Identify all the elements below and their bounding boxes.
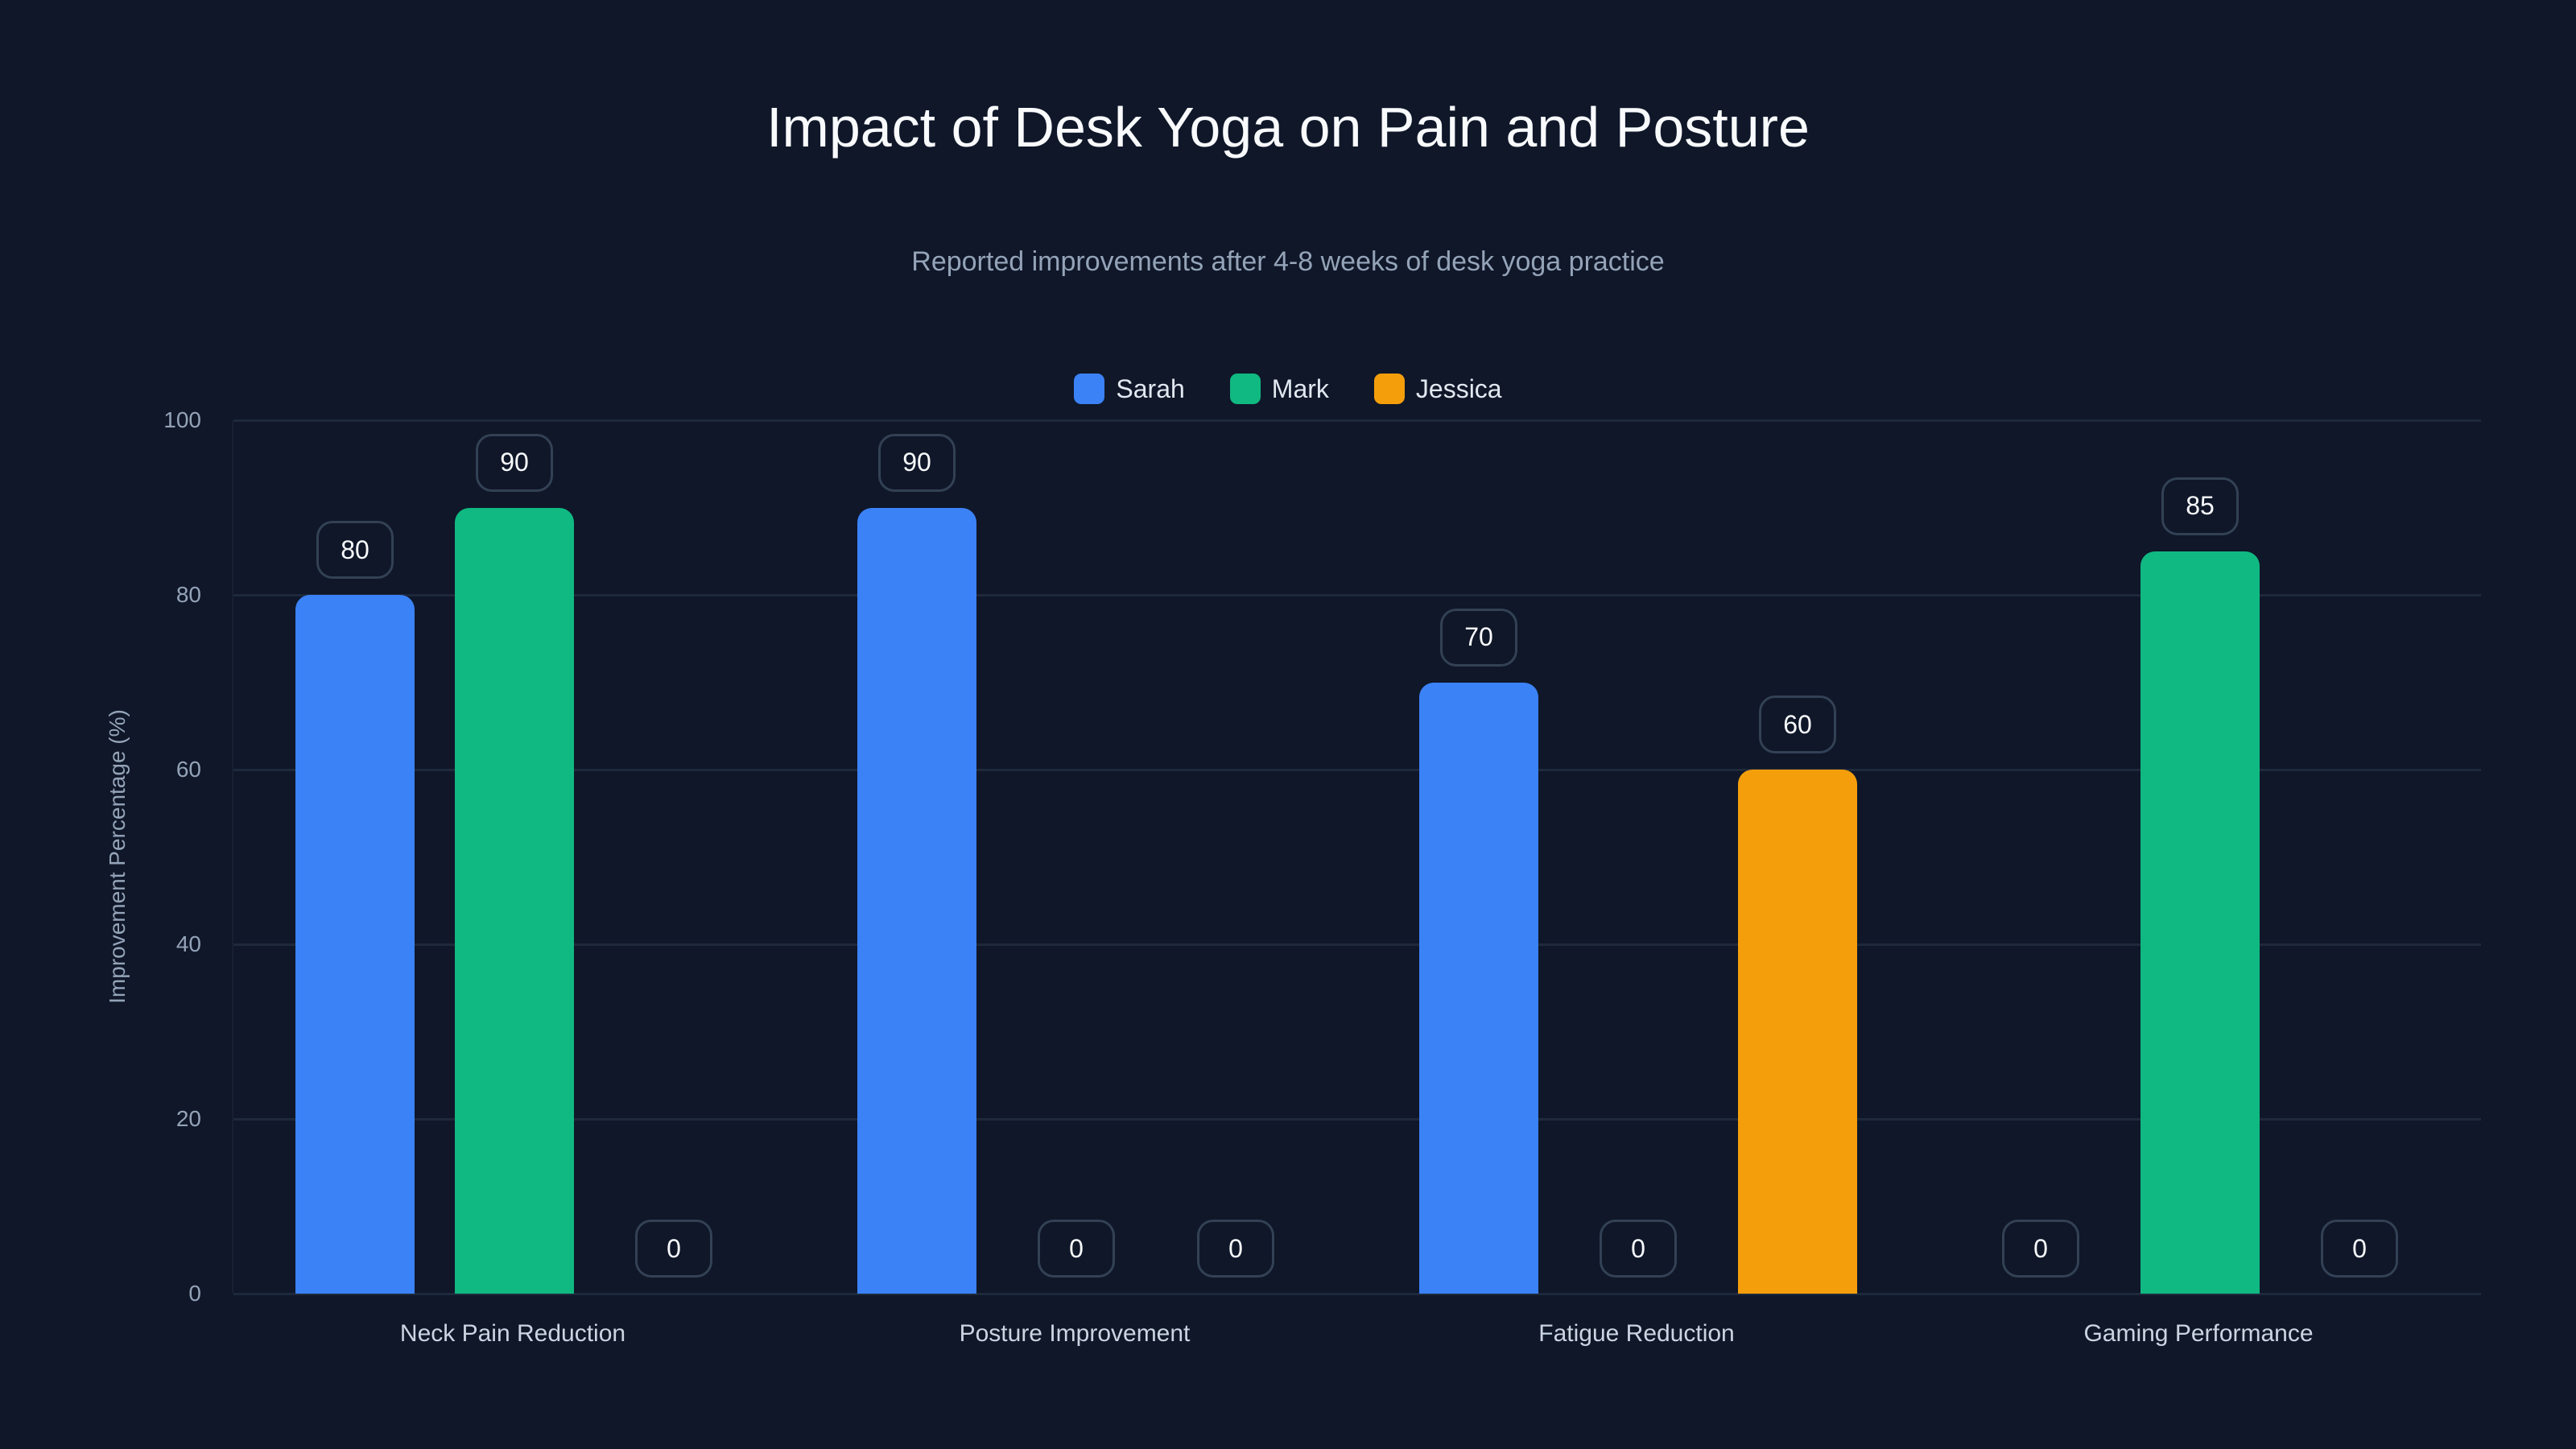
y-tick: 100 — [163, 407, 201, 432]
legend-label: Mark — [1271, 374, 1329, 403]
bar-mark[interactable] — [2140, 551, 2260, 1294]
legend-item-jessica[interactable]: Jessica — [1373, 374, 1502, 404]
x-tick-label: Posture Improvement — [959, 1320, 1191, 1347]
bar-mark[interactable] — [455, 507, 574, 1294]
legend-swatch-sarah — [1074, 374, 1105, 404]
legend-item-sarah[interactable]: Sarah — [1074, 374, 1185, 404]
chart-subtitle: Reported improvements after 4-8 weeks of… — [911, 246, 1665, 277]
value-label: 85 — [2161, 477, 2239, 535]
legend-swatch-jessica — [1373, 374, 1405, 404]
x-tick-label: Neck Pain Reduction — [399, 1320, 626, 1347]
gridline — [233, 943, 2481, 946]
chart-title: Impact of Desk Yoga on Pain and Posture — [766, 96, 1810, 159]
bar-sarah[interactable] — [857, 507, 976, 1294]
gridline — [233, 769, 2481, 771]
bar-sarah[interactable] — [295, 595, 415, 1294]
x-tick-label: Gaming Performance — [2083, 1320, 2314, 1347]
gridline — [233, 594, 2481, 597]
legend-swatch-mark — [1229, 374, 1261, 404]
value-label: 0 — [635, 1220, 712, 1278]
value-label: 0 — [1038, 1220, 1115, 1278]
y-tick: 60 — [175, 757, 201, 782]
bar-jessica[interactable] — [1738, 770, 1857, 1294]
value-label: 60 — [1759, 696, 1836, 753]
gridline — [233, 419, 2481, 422]
value-label: 0 — [1197, 1220, 1274, 1278]
y-tick: 40 — [175, 931, 201, 956]
y-tick: 0 — [188, 1281, 201, 1306]
value-label: 90 — [878, 433, 956, 492]
y-tick: 80 — [175, 582, 201, 607]
x-axis-line — [233, 1293, 2481, 1295]
value-label: 0 — [1600, 1220, 1677, 1278]
legend: Sarah Mark Jessica — [0, 374, 2576, 404]
y-axis-label: Improvement Percentage (%) — [105, 709, 130, 1004]
x-tick-label: Fatigue Reduction — [1538, 1320, 1735, 1347]
legend-label: Sarah — [1116, 374, 1185, 403]
y-tick: 20 — [175, 1106, 201, 1131]
bar-sarah[interactable] — [1419, 682, 1538, 1294]
value-label: 70 — [1440, 608, 1517, 667]
plot-area: 80 90 0 90 0 0 70 0 60 0 85 0 — [232, 419, 2481, 1295]
value-label: 0 — [2002, 1220, 2079, 1278]
legend-item-mark[interactable]: Mark — [1229, 374, 1329, 404]
value-label: 0 — [2321, 1220, 2398, 1278]
value-label: 80 — [316, 521, 394, 579]
legend-label: Jessica — [1415, 374, 1502, 403]
gridline — [233, 1118, 2481, 1121]
value-label: 90 — [476, 433, 553, 492]
